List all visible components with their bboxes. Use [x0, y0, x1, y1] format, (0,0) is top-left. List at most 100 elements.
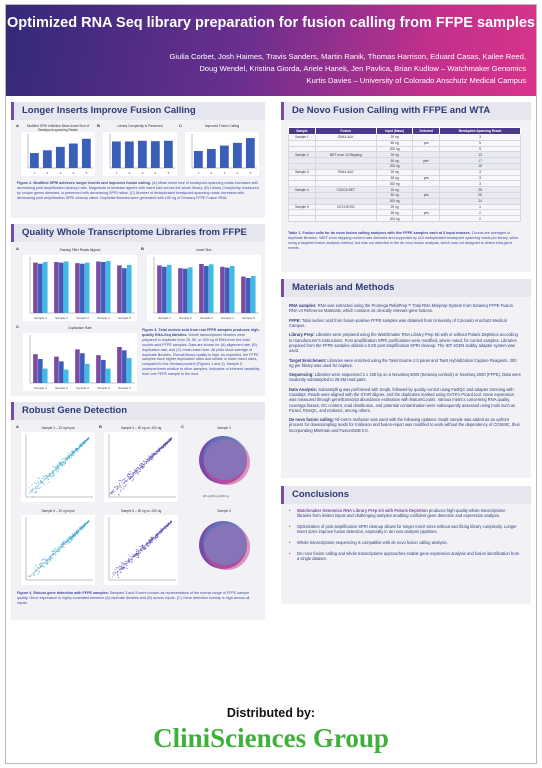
scatter-point [58, 551, 60, 553]
methods-paragraph: RNA samples: RNA was extracted using the… [289, 303, 521, 313]
scatter-point [60, 465, 62, 467]
venn-circle [203, 436, 247, 480]
bar [54, 262, 59, 313]
conclusion-item: De novo fusion calling and whole transcr… [289, 551, 521, 561]
scatter-point [57, 467, 59, 469]
scatter-point [50, 557, 52, 559]
scatter-point [125, 485, 127, 488]
chart-duplication-rate: Sample 1 Sample 2 Sample 3 Sample 4 Sample 5 [23, 333, 137, 391]
scatter-point [28, 487, 30, 489]
venn-circle [204, 524, 250, 570]
methods-label: De novo fusion calling: [289, 417, 335, 423]
bar [246, 278, 251, 313]
table-cell-reads: 3 [439, 180, 521, 188]
scatter-point [84, 441, 86, 443]
scatter-point [58, 468, 61, 470]
bar [80, 263, 85, 313]
bar [101, 262, 106, 313]
scatter-point [57, 549, 59, 552]
scatter-point [117, 486, 119, 488]
scatter-point [138, 468, 140, 470]
scatter-point [57, 469, 59, 471]
scatter-point [109, 493, 111, 495]
scatter-point [42, 475, 45, 477]
scatter-point [170, 521, 172, 524]
scatter-point [127, 475, 129, 478]
scatter-point [131, 560, 133, 563]
scatter-point [39, 479, 42, 481]
scatter-point [139, 548, 141, 550]
scatter-point [126, 475, 128, 477]
scatter-point [160, 528, 162, 530]
scatter-point [59, 546, 61, 548]
scatter-point [120, 489, 122, 491]
bar [84, 262, 90, 313]
scatter-point [71, 455, 73, 457]
scatter-point [148, 459, 150, 462]
scatter-point [140, 465, 142, 467]
scatter-point [38, 477, 41, 479]
table-cell-reads: 28 [439, 186, 521, 193]
bar [122, 350, 127, 383]
section-quality-libraries: Quality Whole Transcriptome Libraries fr… [11, 224, 265, 396]
tick-label: 2 [211, 171, 213, 175]
scatter-point [36, 487, 38, 489]
scatter-point [130, 477, 132, 479]
scatter-point [146, 544, 148, 546]
scatter-point [58, 463, 61, 465]
bar [229, 265, 235, 313]
scatter-point [57, 547, 59, 549]
bar [33, 354, 38, 383]
table-cell-fusion [314, 157, 377, 164]
table-cell-fusion: EML4-ALK [314, 168, 377, 176]
scatter-point [70, 540, 72, 542]
tick-label: 4 [155, 171, 157, 175]
chart-title-duplication: Duplication Rate [68, 326, 92, 330]
scatter-point [71, 454, 73, 456]
scatter-point [64, 462, 66, 464]
scatter-point [139, 471, 141, 473]
table-cell-reads: 3 [439, 168, 521, 176]
scatter-point [145, 463, 148, 465]
scatter-point [154, 453, 157, 455]
scatter-point [38, 573, 40, 575]
scatter-point [34, 486, 36, 488]
scatter-point [52, 552, 55, 554]
scatter-point [85, 438, 88, 440]
bar [42, 150, 52, 168]
bar [163, 140, 173, 168]
scatter-point [161, 529, 163, 531]
scatter-point [52, 550, 54, 553]
bar [219, 145, 229, 168]
caption-body: Counts are averages of duplicate librari… [288, 231, 519, 250]
methods-label: Library Prep: [289, 332, 315, 338]
scatter-point [44, 476, 46, 478]
scatter-point [56, 550, 59, 553]
panel-label-c: C [181, 424, 184, 429]
scatter-point [59, 549, 61, 551]
scatter-point [61, 458, 63, 461]
scatter-point [42, 481, 44, 484]
scatter-point [74, 533, 77, 535]
scatter-point [53, 475, 55, 477]
scatter-point [41, 559, 43, 561]
scatter-point [155, 536, 157, 538]
scatter-point [150, 458, 153, 460]
tick-label: 2 [47, 171, 49, 175]
scatter-point [120, 569, 122, 571]
tick-label: Sample 2 [179, 316, 192, 320]
tick-label: 4 [73, 171, 75, 175]
methods-body: Total nucleic acid from fusion-positive … [289, 317, 507, 328]
tick-label: Sample 4 [97, 386, 110, 390]
identity-line [28, 437, 90, 495]
section-header: Robust Gene Detection [11, 402, 265, 420]
scatter-title-b1: Sample 3 – 50 ng vs. 200 ng [120, 426, 162, 430]
scatter-point [153, 452, 155, 454]
scatter-point [67, 539, 69, 541]
scatter-point [55, 547, 57, 549]
scatter-point [64, 457, 66, 460]
tick-label: 5 [168, 171, 170, 175]
scatter-point [70, 452, 72, 454]
bar [96, 261, 101, 313]
scatter-point [143, 547, 146, 549]
